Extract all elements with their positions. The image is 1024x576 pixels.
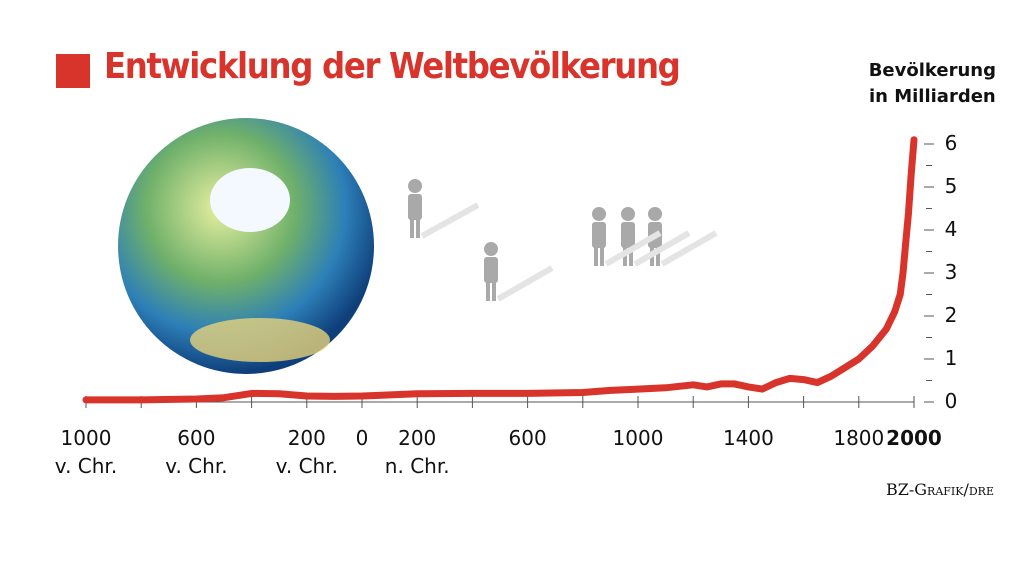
x-tick-label: 0: [355, 426, 369, 450]
x-tick-label: 1000: [612, 426, 664, 450]
y-tick-label: 3: [944, 260, 958, 284]
x-tick-label: 200 n. Chr.: [384, 426, 450, 478]
x-tick-label: 200 v. Chr.: [275, 426, 338, 478]
decoration: [118, 118, 718, 374]
chart-title: Entwicklung der Weltbevölkerung: [104, 46, 681, 87]
y-tick-label: 1: [944, 346, 958, 370]
population-line: [82, 136, 918, 404]
x-tick-label: 1400: [722, 426, 774, 450]
y-tick-label: 6: [944, 131, 958, 155]
x-tick-label: 1800: [833, 426, 885, 450]
title-marker: [56, 54, 90, 88]
x-tick-label: 600 v. Chr.: [165, 426, 228, 478]
source: BZ-Grafik/dre: [885, 480, 994, 499]
x-tick-label: 1000 v. Chr.: [54, 426, 118, 478]
y-tick-label: 2: [944, 303, 958, 327]
x-tick-label: 2000: [886, 426, 942, 450]
y-tick-label: 4: [944, 217, 958, 241]
y-axis-title: Bevölkerung in Milliarden: [868, 60, 996, 107]
x-tick-label: 600: [508, 426, 547, 450]
y-tick-label: 5: [944, 174, 958, 198]
y-tick-label: 0: [944, 389, 958, 413]
